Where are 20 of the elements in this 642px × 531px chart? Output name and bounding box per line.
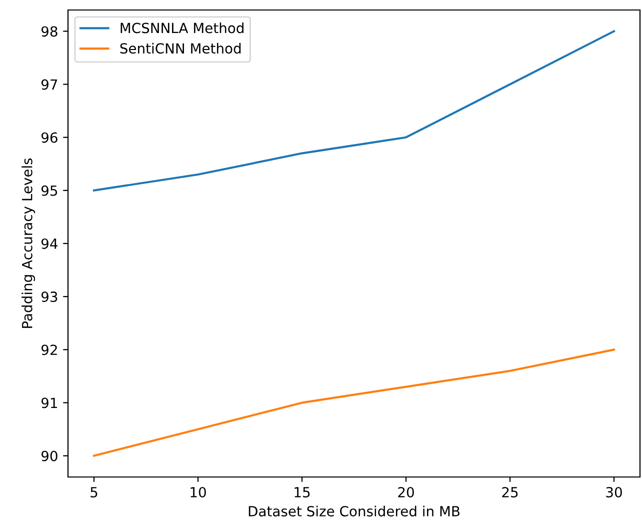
x-tick-label: 5 bbox=[90, 487, 98, 498]
y-tick-label: 95 bbox=[41, 185, 58, 196]
y-tick-label: 91 bbox=[41, 398, 57, 408]
x-tick-label: 15 bbox=[294, 487, 310, 498]
x-tick-label: 20 bbox=[398, 486, 414, 498]
y-tick-label: 96 bbox=[41, 132, 58, 143]
y-tick-label: 93 bbox=[41, 292, 58, 302]
y-axis-title: Padding Accuracy Levels bbox=[22, 158, 36, 328]
y-tick-label: 94 bbox=[41, 238, 58, 249]
x-axis-title: Dataset Size Considered in MB bbox=[248, 506, 460, 516]
x-tick-label: 25 bbox=[502, 486, 518, 498]
line-series bbox=[92, 348, 616, 457]
y-tick-label: 98 bbox=[41, 26, 58, 37]
y-tick-label: 92 bbox=[41, 344, 57, 356]
y-tick-label: 97 bbox=[41, 79, 58, 90]
y-tick-label: 90 bbox=[41, 450, 58, 462]
x-tick-label: 30 bbox=[606, 486, 622, 498]
legend-label: SentiCNN Method bbox=[120, 42, 241, 54]
x-tick-label: 10 bbox=[190, 486, 206, 498]
legend-label: MCSNNLA Method bbox=[120, 22, 244, 34]
